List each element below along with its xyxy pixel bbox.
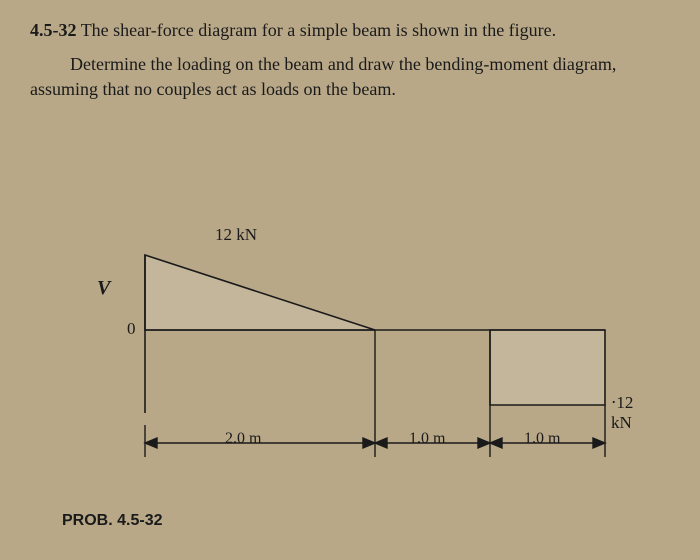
problem-sentence1: The shear-force diagram for a simple bea…	[81, 20, 556, 40]
problem-line1: 4.5-32 The shear-force diagram for a sim…	[30, 18, 670, 42]
diagram-svg	[75, 225, 645, 515]
dim-label-3: 1.0 m	[524, 430, 560, 448]
origin-label: 0	[127, 319, 136, 339]
dim-label-2: 1.0 m	[409, 430, 445, 448]
figure-caption: PROB. 4.5-32	[62, 512, 162, 530]
axis-label: V	[97, 277, 110, 300]
shear-diagram: 12 kN V 0 ⋅12 kN 2.0 m 1.0 m 1.0 m	[75, 225, 645, 515]
dim-label-1: 2.0 m	[225, 430, 261, 448]
top-value-label: 12 kN	[215, 225, 257, 245]
problem-sentence2: Determine the loading on the beam and dr…	[30, 52, 670, 101]
problem-number: 4.5-32	[30, 20, 77, 40]
bottom-value-label: ⋅12 kN	[611, 393, 645, 433]
